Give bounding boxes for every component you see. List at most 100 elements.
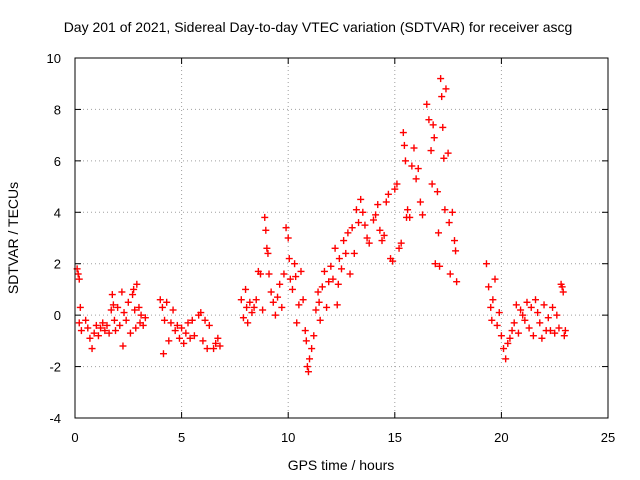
data-point [214, 334, 222, 342]
x-tick-label: 5 [178, 430, 185, 445]
data-point [487, 303, 495, 311]
data-point [108, 291, 116, 299]
data-point [203, 345, 211, 353]
data-point [171, 327, 179, 335]
data-point [237, 296, 245, 304]
data-point [293, 319, 301, 327]
data-point [205, 321, 213, 329]
data-point [423, 100, 431, 108]
data-point [308, 345, 316, 353]
data-point [538, 334, 546, 342]
data-point [561, 327, 569, 335]
data-point [444, 149, 452, 157]
data-point [86, 334, 94, 342]
data-point [88, 345, 96, 353]
chart-title: Day 201 of 2021, Sidereal Day-to-day VTE… [64, 19, 573, 35]
data-point [502, 355, 510, 363]
data-point [274, 293, 282, 301]
data-point [352, 206, 360, 214]
data-point [267, 288, 275, 296]
data-point [355, 219, 363, 227]
data-point [419, 211, 427, 219]
data-point [399, 129, 407, 137]
data-point [248, 309, 256, 317]
grid-lines [75, 58, 608, 418]
data-point [540, 301, 548, 309]
data-point [112, 327, 120, 335]
plot-frame [74, 57, 609, 419]
y-tick-label: 10 [47, 51, 61, 66]
data-point [338, 265, 345, 273]
data-point [493, 321, 501, 329]
data-point [482, 260, 490, 268]
y-tick-label: 0 [54, 308, 61, 323]
data-point [278, 303, 286, 311]
data-point [553, 311, 561, 319]
data-point [320, 267, 328, 275]
data-point [325, 278, 333, 286]
data-point [318, 283, 326, 291]
data-point [488, 316, 496, 324]
data-point [439, 123, 447, 131]
data-point [363, 234, 371, 242]
data-point [433, 188, 441, 196]
data-point [114, 303, 122, 311]
data-point [506, 334, 514, 342]
data-point [514, 329, 522, 337]
data-point [512, 301, 520, 309]
data-point [389, 257, 397, 265]
y-tick-label: -2 [49, 360, 61, 375]
data-point [429, 121, 437, 129]
data-point [555, 324, 563, 332]
data-point [312, 306, 320, 314]
y-tick-label: 4 [54, 205, 61, 220]
y-tick-label: -4 [49, 411, 61, 426]
data-point [497, 332, 505, 340]
data-point [380, 231, 388, 239]
data-point [376, 226, 384, 234]
data-point [197, 309, 205, 317]
data-point [284, 234, 292, 242]
data-point [280, 270, 288, 278]
data-point [246, 298, 254, 306]
data-point [408, 162, 416, 170]
x-tick-label: 15 [388, 430, 402, 445]
data-point [414, 165, 422, 173]
data-point [292, 273, 300, 281]
data-point [523, 298, 531, 306]
data-point [161, 316, 169, 324]
data-point [431, 260, 439, 268]
data-point [75, 319, 83, 327]
data-point [276, 280, 284, 288]
data-point [94, 332, 102, 340]
data-point [495, 309, 503, 317]
data-point [186, 334, 194, 342]
data-point [182, 329, 190, 337]
data-point [107, 306, 115, 314]
data-point [406, 213, 414, 221]
x-tick-label: 25 [601, 430, 615, 445]
data-point [109, 301, 117, 309]
x-tick-label: 20 [494, 430, 508, 445]
data-point [395, 244, 403, 252]
data-point [438, 93, 446, 101]
data-point [201, 316, 209, 324]
data-point [369, 216, 377, 224]
data-point [116, 321, 124, 329]
data-point [74, 270, 82, 278]
data-point [306, 355, 314, 363]
data-point [299, 296, 307, 304]
data-point [297, 267, 305, 275]
data-point [508, 327, 516, 335]
data-point [391, 185, 399, 193]
data-point [263, 244, 271, 252]
data-point [126, 329, 134, 337]
data-point [393, 180, 401, 188]
data-point [135, 303, 143, 311]
data-point [546, 327, 554, 335]
data-point [77, 327, 85, 335]
data-point [348, 224, 356, 232]
data-point [489, 296, 497, 304]
data-point [261, 213, 269, 221]
data-point [119, 342, 127, 350]
